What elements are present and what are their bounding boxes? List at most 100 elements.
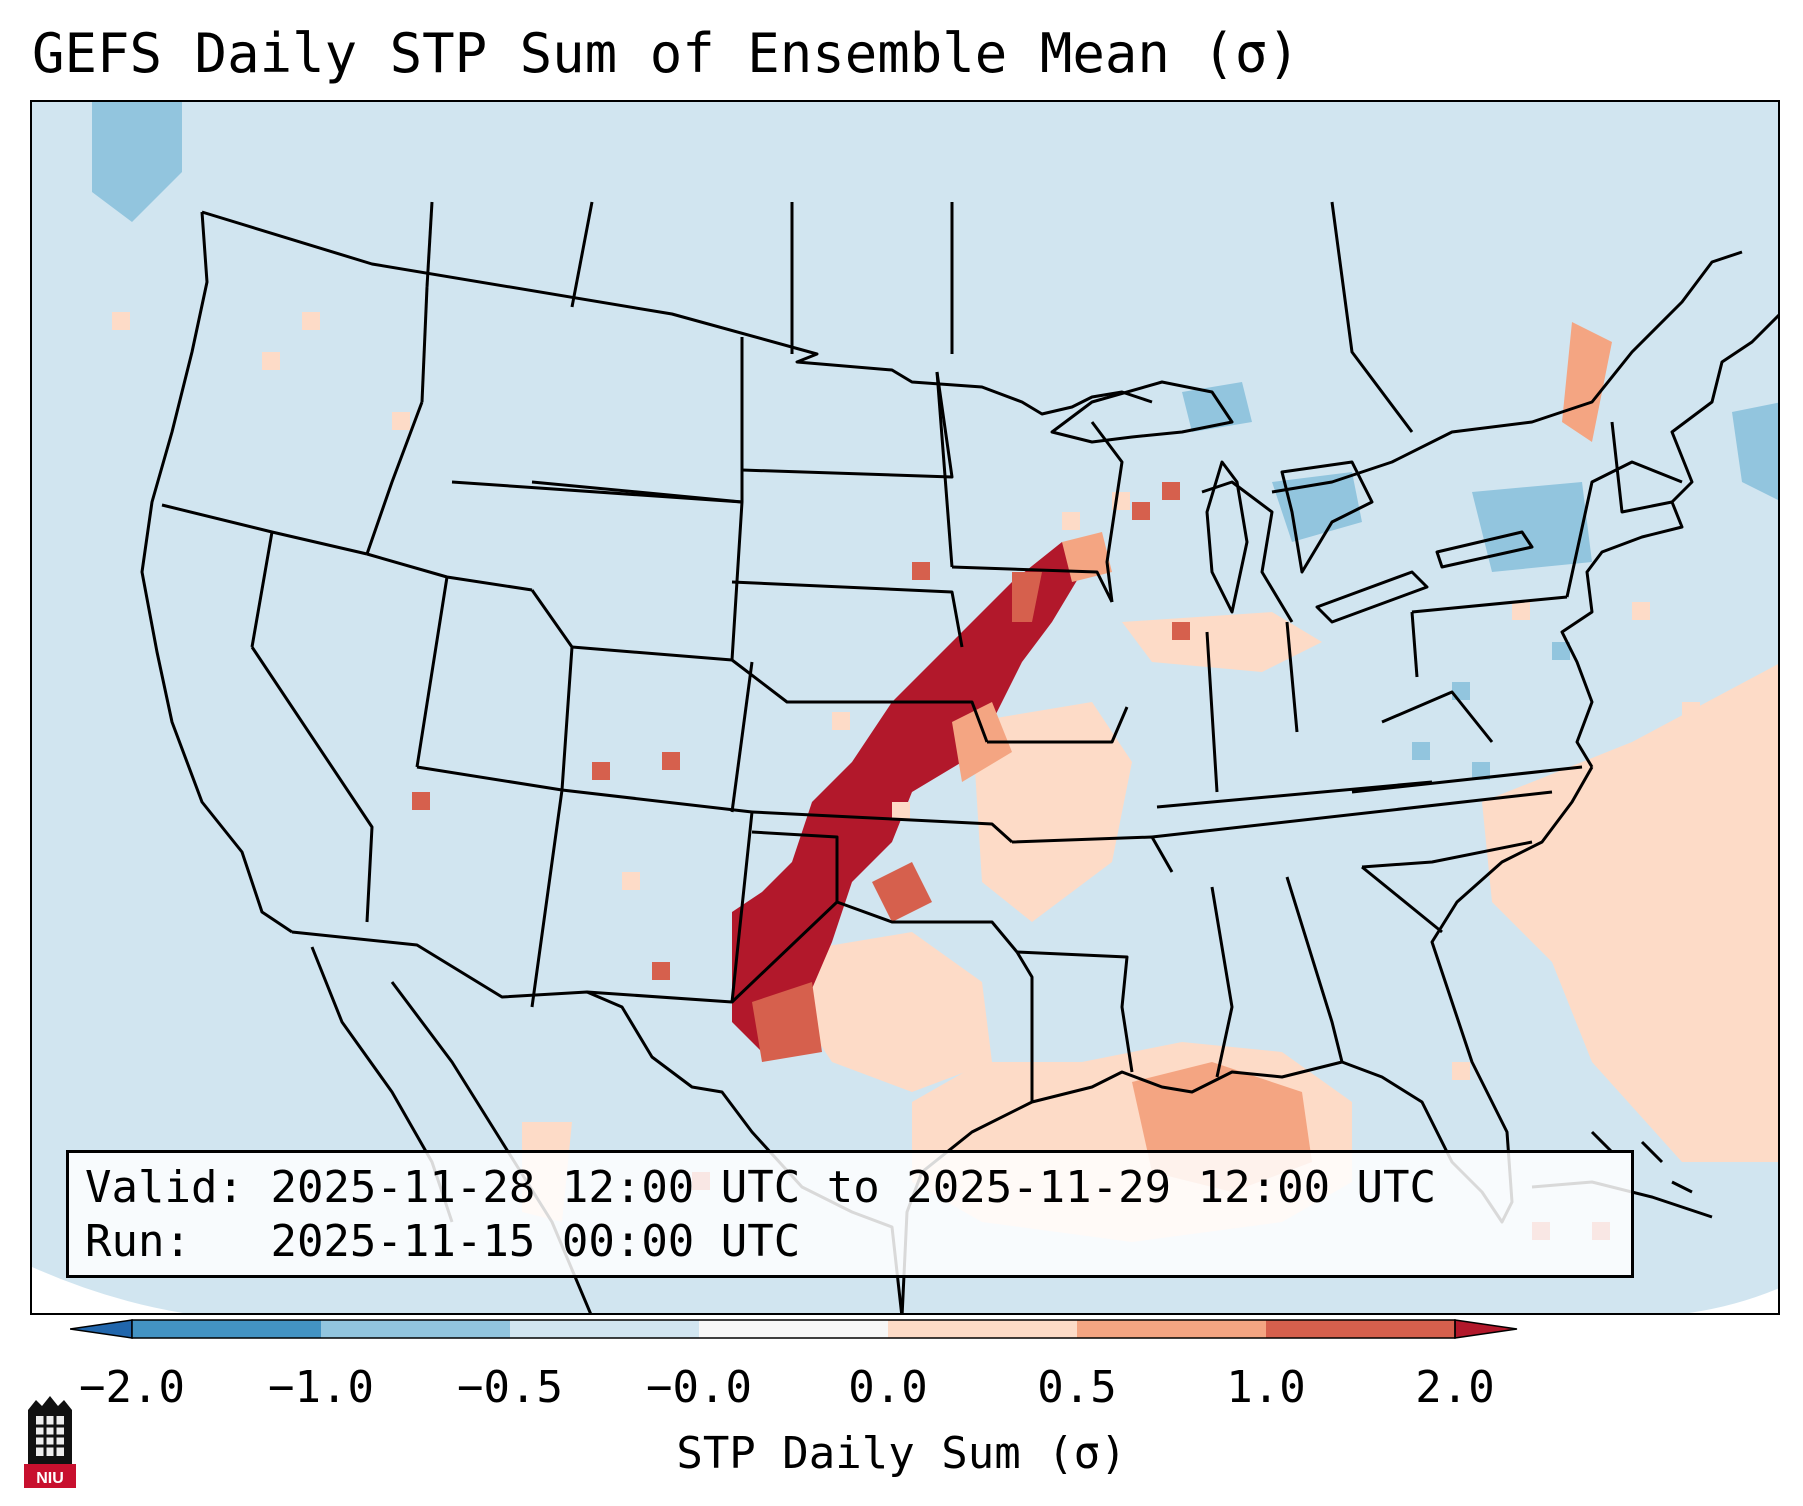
ozark-positive-field: [972, 702, 1132, 922]
id-mt-line: [420, 286, 429, 403]
lake-ontario: [1435, 530, 1534, 569]
lake-superior-negative: [1182, 382, 1252, 432]
id-nv-ut: [366, 552, 533, 592]
iowa-high-anomaly: [1012, 572, 1042, 622]
atlantic-coast: [1560, 313, 1778, 768]
ga-sc-line: [1361, 865, 1443, 934]
mi-peninsula: [1201, 480, 1294, 623]
canada-prov-line-2: [570, 201, 594, 308]
canada-ontario-line: [1330, 201, 1414, 433]
isolated-weak-cell: [622, 872, 640, 890]
ok-line: [751, 830, 1019, 953]
us-canada-border: [201, 210, 1153, 416]
sd-line: [731, 580, 964, 648]
colorbar-tick-label: 2.0: [1415, 1362, 1495, 1413]
colorbar-extend-min: [70, 1319, 133, 1339]
university-building-icon: [24, 1396, 76, 1488]
wi-mi-line: [1090, 421, 1124, 603]
colorbar-tick-label: −2.0: [79, 1362, 185, 1413]
maine-negative: [1732, 402, 1778, 500]
vt-nh-line: [1610, 421, 1673, 514]
isolated-weak-cell: [1682, 1082, 1700, 1100]
isolated-negative-cell: [1472, 762, 1490, 780]
off-projection-area: [32, 1267, 184, 1313]
oklahoma-high-anomaly: [872, 862, 932, 922]
colorbar-tick-label: −0.0: [646, 1362, 752, 1413]
ky-tn-line: [1156, 780, 1433, 809]
conus-map: [32, 102, 1778, 1313]
isolated-weak-cell: [1712, 802, 1730, 820]
lake-ontario-negative: [1472, 482, 1592, 572]
valid-run-info-box: Valid: 2025-11-28 12:00 UTC to 2025-11-2…: [66, 1150, 1634, 1278]
tn-line: [1151, 790, 1553, 839]
run-line: Run: 2025-11-15 00:00 UTC: [85, 1215, 1631, 1269]
texas-high-anomaly: [752, 982, 822, 1062]
al-ga-line: [1285, 876, 1344, 1063]
pacific-coast: [140, 211, 293, 934]
mn-line: [935, 371, 954, 568]
run-label: Run:: [85, 1216, 191, 1267]
va-nc-line: [1351, 765, 1583, 794]
ms-al-line: [1210, 886, 1234, 1078]
colorbar-tick-label: 0.0: [848, 1362, 928, 1413]
isolated-weak-cell: [262, 352, 280, 370]
logo-text: NIU: [36, 1470, 64, 1487]
lake-superior: [1050, 380, 1234, 444]
isolated-high-cell: [412, 792, 430, 810]
isolated-high-cell: [1132, 502, 1150, 520]
isolated-high-cell: [592, 762, 610, 780]
or-id-line: [365, 401, 424, 555]
us-canada-border-east: [1271, 250, 1743, 494]
new-england-positive-field: [1562, 322, 1612, 442]
niu-logo: NIU: [24, 1396, 76, 1488]
co-nm-line: [561, 788, 754, 1004]
colorbar-tick-label: −0.5: [457, 1362, 563, 1413]
colorbar-tick-label: 0.5: [1037, 1362, 1117, 1413]
oh-pa-line: [1410, 611, 1419, 678]
missouri-moderate-anomaly: [952, 702, 1012, 782]
nd-line: [741, 371, 954, 479]
nc-sc-line: [1361, 840, 1533, 869]
valid-label: Valid:: [85, 1162, 244, 1213]
mn-ia-line: [951, 565, 1114, 603]
tx-la-line: [1015, 951, 1034, 1102]
colorbar-tick-label: −1.0: [268, 1362, 374, 1413]
colorbar-outline: [131, 1319, 1456, 1339]
pacific-nw-negative: [92, 102, 182, 222]
pa-ny-line: [1411, 595, 1568, 614]
lake-michigan: [1205, 460, 1249, 614]
isolated-weak-cell: [112, 312, 130, 330]
colorbar-extend-max: [1454, 1319, 1518, 1339]
isolated-negative-cell: [1552, 642, 1570, 660]
colorbar-label: STP Daily Sum (σ): [676, 1428, 1127, 1479]
isolated-high-cell: [1172, 622, 1190, 640]
gulf-coast: [900, 766, 1594, 1313]
colorbar-segment: [510, 1320, 699, 1338]
colorbar: [70, 1319, 1518, 1339]
isolated-weak-cell: [302, 312, 320, 330]
nv-ut-az: [415, 576, 449, 768]
colorbar-segment: [1077, 1320, 1266, 1338]
isolated-weak-cell: [1732, 902, 1750, 920]
colorbar-segment: [699, 1320, 888, 1338]
ca-nv-line: [250, 646, 374, 923]
isolated-weak-cell: [392, 412, 410, 430]
isolated-weak-cell: [832, 712, 850, 730]
isolated-weak-cell: [1632, 602, 1650, 620]
isolated-high-cell: [912, 562, 930, 580]
wv-va-line: [1381, 690, 1494, 743]
colorbar-segment: [321, 1320, 510, 1338]
colorbar-segment: [888, 1320, 1077, 1338]
mt-wy-line: [451, 480, 743, 504]
il-in-line: [1205, 631, 1219, 793]
map-title: GEFS Daily STP Sum of Ensemble Mean (σ): [32, 22, 1300, 85]
isolated-high-cell: [662, 752, 680, 770]
ks-line: [751, 810, 1014, 844]
tx-ok-line: [730, 900, 839, 1004]
isolated-weak-cell: [1682, 702, 1700, 720]
or-ca-nv-line: [250, 531, 274, 648]
isolated-high-cell: [1162, 482, 1180, 500]
valid-value: 2025-11-28 12:00 UTC to 2025-11-29 12:00…: [270, 1162, 1437, 1213]
ne-line: [571, 645, 989, 743]
colorbar-segment: [132, 1320, 321, 1338]
